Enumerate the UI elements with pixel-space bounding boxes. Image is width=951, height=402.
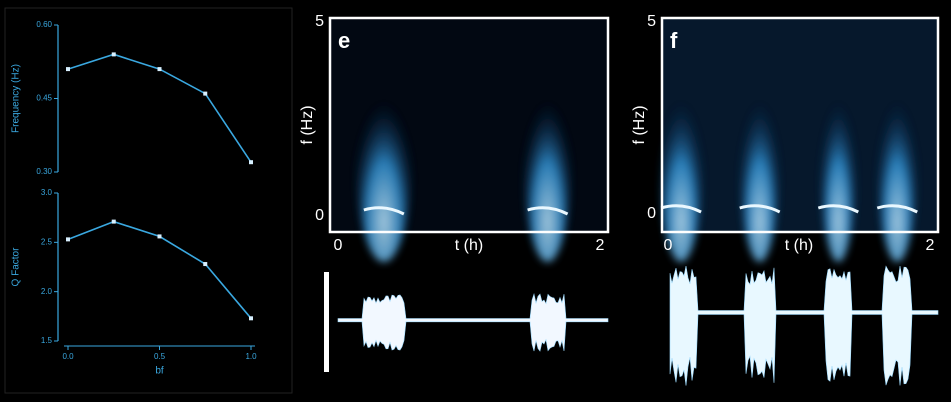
y-tick-label: 0 xyxy=(647,205,656,222)
spectrogram xyxy=(659,18,938,262)
scale-bar xyxy=(324,272,329,372)
x-tick-label: 0 xyxy=(664,237,673,254)
x-axis-label: bf xyxy=(155,366,164,377)
x-tick-label: 0.0 xyxy=(62,352,74,361)
y-tick-label: 0.30 xyxy=(36,167,52,176)
x-tick-label: 0 xyxy=(334,237,343,254)
panel-label: e xyxy=(338,28,350,53)
marker xyxy=(66,237,70,241)
y-axis-label: Frequency (Hz) xyxy=(11,64,22,133)
y-tick-label: 2.5 xyxy=(41,237,53,246)
y-tick-label: 1.5 xyxy=(41,336,53,345)
marker xyxy=(66,67,70,71)
y-axis-label: f (Hz) xyxy=(299,105,316,144)
x-axis-label: t (h) xyxy=(455,237,483,254)
marker xyxy=(203,262,207,266)
marker xyxy=(112,220,116,224)
x-tick-label: 2 xyxy=(926,237,935,254)
y-tick-label: 0 xyxy=(315,207,324,224)
y-tick-label: 2.0 xyxy=(41,287,53,296)
x-axis-label: t (h) xyxy=(785,237,813,254)
y-axis-label: Q Factor xyxy=(11,247,22,287)
marker xyxy=(158,234,162,238)
y-tick-label: 0.60 xyxy=(36,20,52,29)
y-tick-label: 3.0 xyxy=(41,188,53,197)
panel-label: f xyxy=(670,28,678,53)
marker xyxy=(112,52,116,56)
y-axis-label: f (Hz) xyxy=(631,105,648,144)
x-tick-label: 2 xyxy=(596,237,605,254)
x-tick-label: 0.5 xyxy=(154,352,166,361)
spectrogram xyxy=(330,18,608,262)
marker xyxy=(249,316,253,320)
y-tick-label: 5 xyxy=(315,13,324,30)
y-tick-label: 5 xyxy=(647,13,656,30)
marker xyxy=(203,92,207,96)
marker xyxy=(249,160,253,164)
x-tick-label: 1.0 xyxy=(245,352,257,361)
y-tick-label: 0.45 xyxy=(36,94,52,103)
figure: 0.30 0.45 0.60 Frequency (Hz) 1.5 2.0 2.5 3.0 Q … xyxy=(0,0,951,402)
marker xyxy=(158,67,162,71)
page: 0.30 0.45 0.60 Frequency (Hz) 1.5 2.0 2.5 3.0 Q … xyxy=(0,0,951,402)
